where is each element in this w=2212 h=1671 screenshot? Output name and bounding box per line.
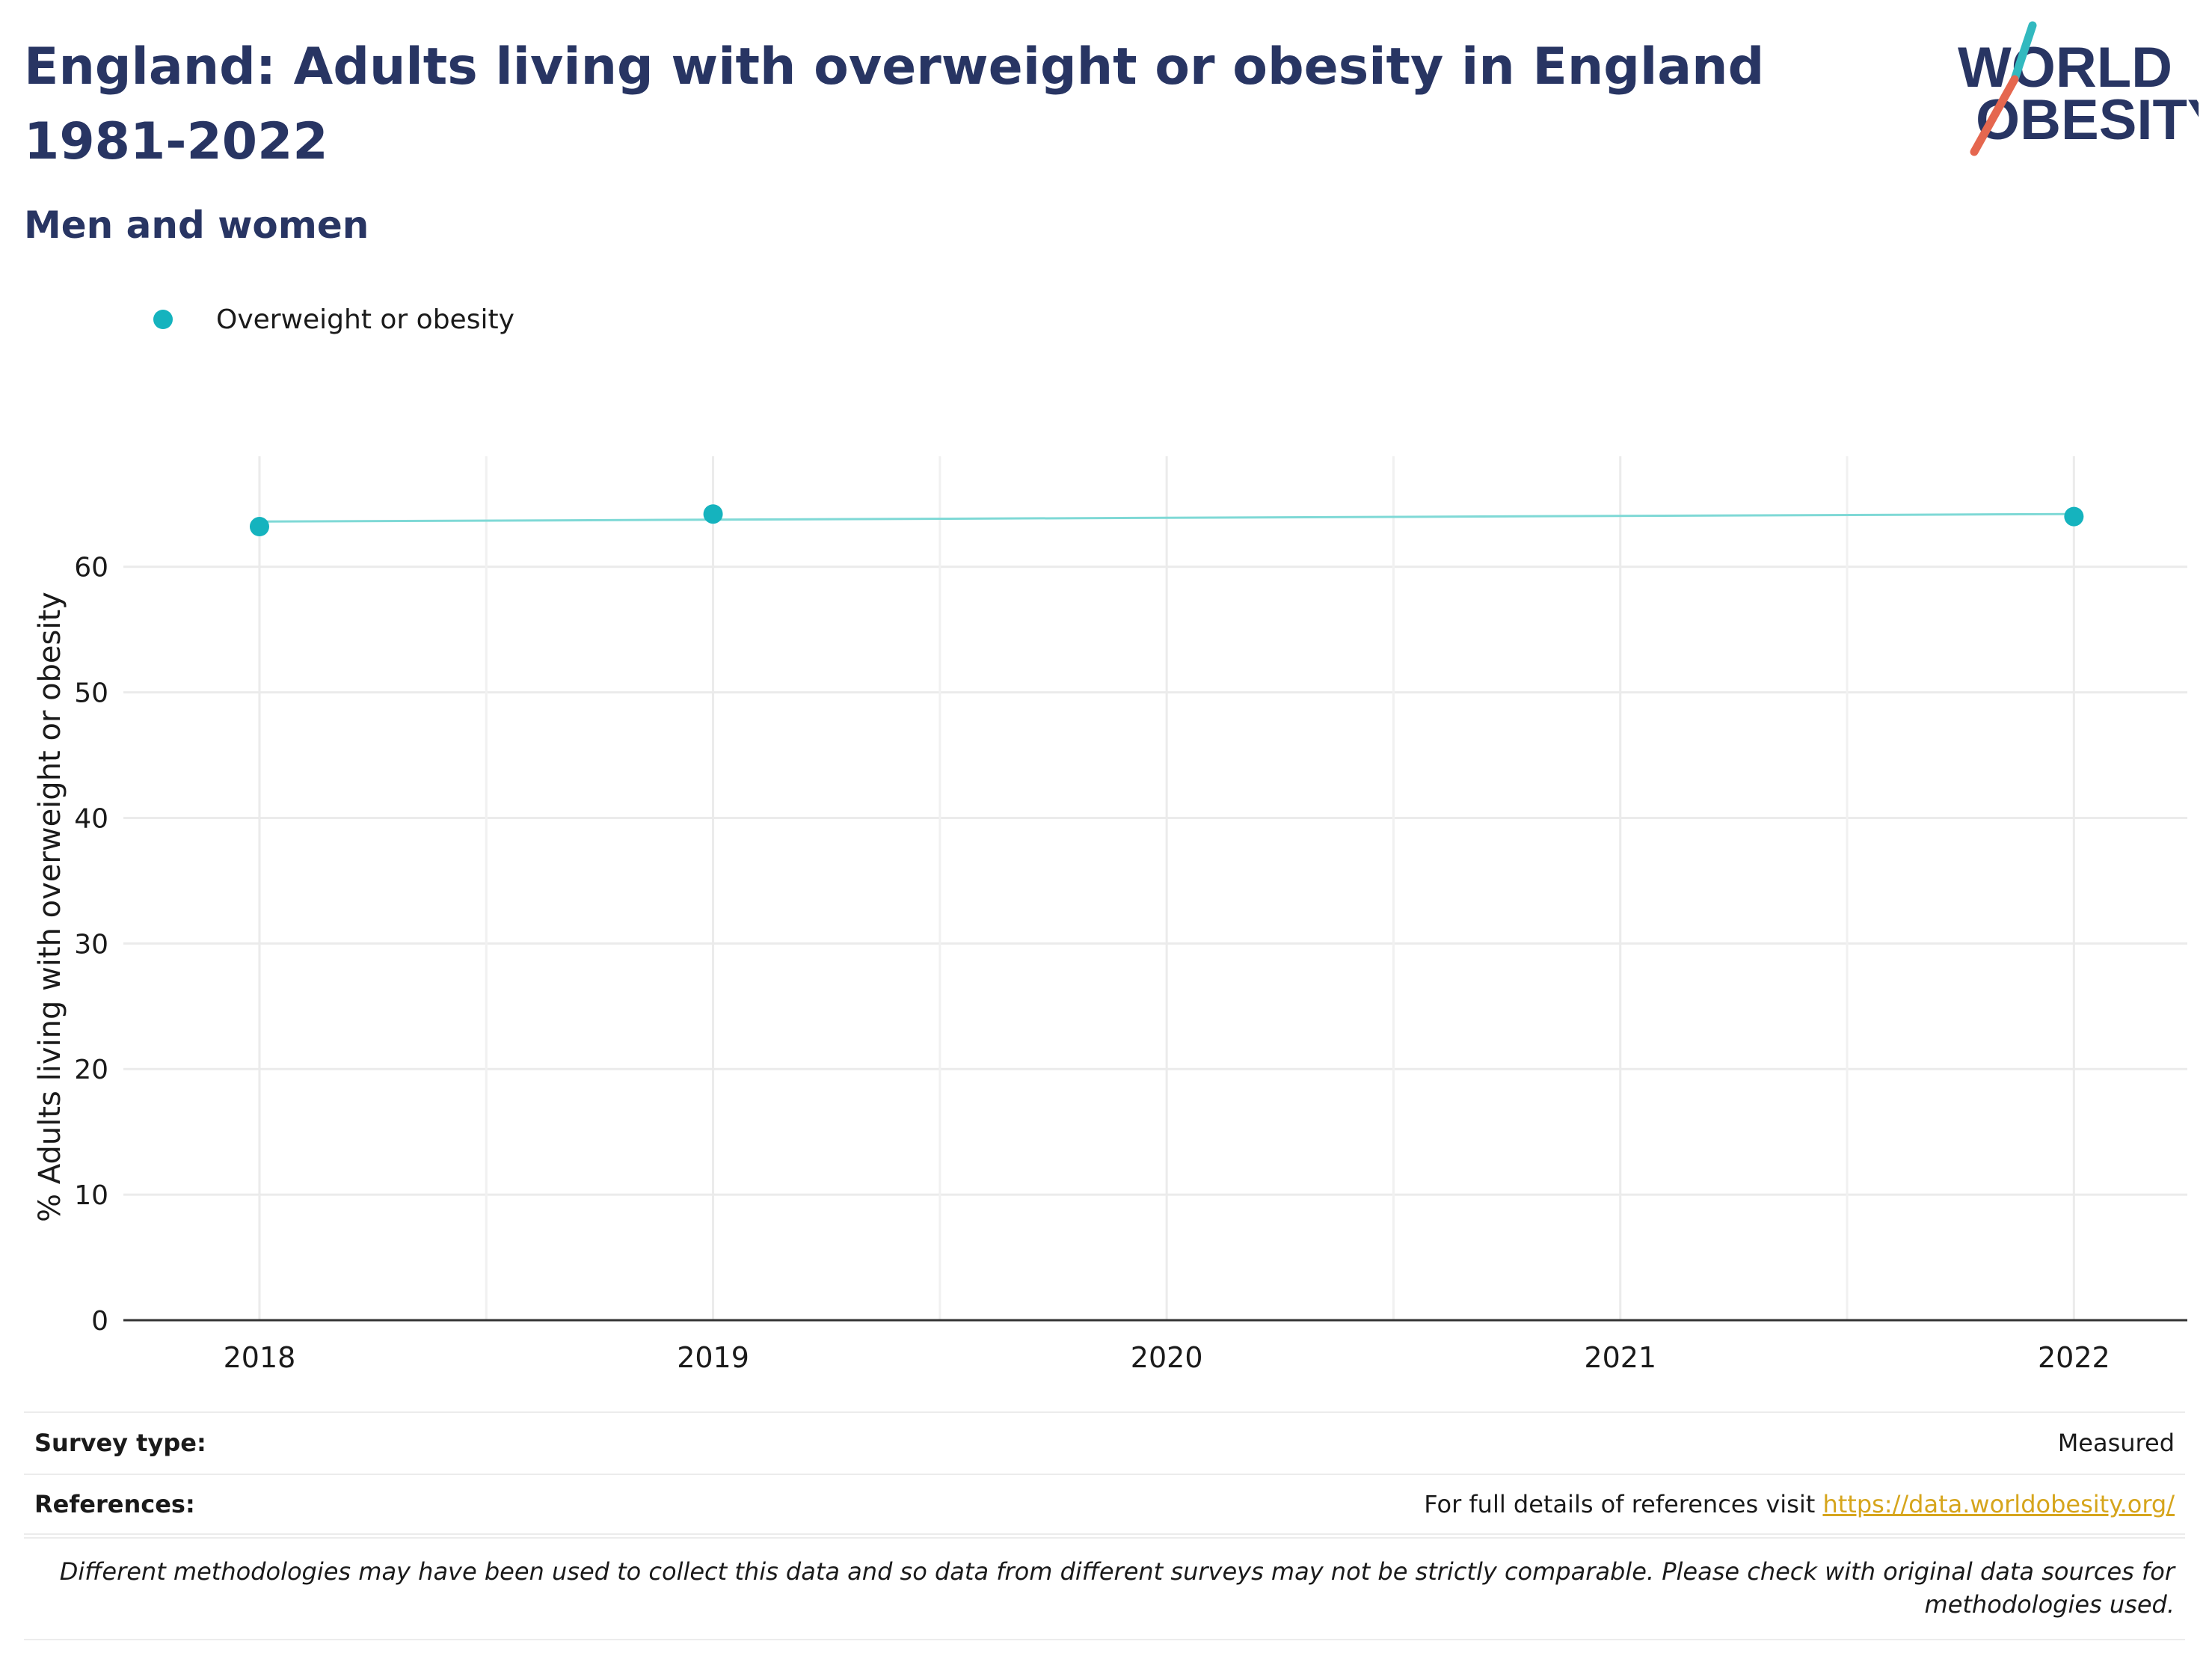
axis-layer: 0 10 20 30 40 50 60 2018 2019 2020 2021 2022 % Adult… <box>33 553 2187 1374</box>
references-row: References: For full details of referenc… <box>24 1474 2185 1535</box>
references-label: References: <box>34 1490 195 1518</box>
x-tick-label: 2021 <box>1584 1341 1656 1374</box>
y-tick-label: 20 <box>74 1055 108 1085</box>
x-tick-label: 2019 <box>677 1341 749 1374</box>
logo-slash-bottom <box>1970 75 2019 156</box>
references-text: For full details of references visit <box>1424 1490 1823 1518</box>
legend-label: Overweight or obesity <box>216 304 514 335</box>
y-tick-label: 30 <box>74 929 108 960</box>
survey-type-label: Survey type: <box>34 1429 206 1457</box>
methodology-note: Different methodologies may have been us… <box>24 1537 2185 1640</box>
survey-type-value: Measured <box>2057 1429 2175 1457</box>
y-axis-title: % Adults living with overweight or obesi… <box>33 592 67 1222</box>
x-tick-label: 2018 <box>224 1341 296 1374</box>
logo-text-obesity: OBESITY <box>1976 88 2199 152</box>
grid-layer <box>123 456 2187 1320</box>
series-trend-line <box>259 512 2074 523</box>
y-tick-label: 60 <box>74 553 108 583</box>
line-chart: 0 10 20 30 40 50 60 2018 2019 2020 2021 2022 % Adult… <box>33 456 2187 1374</box>
x-tick-label: 2022 <box>2038 1341 2110 1374</box>
y-tick-label: 50 <box>74 678 108 709</box>
world-obesity-logo: WORLD OBESITY <box>1958 21 2199 156</box>
legend-marker-icon <box>153 310 173 329</box>
y-tick-label: 10 <box>74 1180 108 1211</box>
references-link[interactable]: https://data.worldobesity.org/ <box>1822 1490 2175 1518</box>
data-point <box>703 504 723 524</box>
data-point <box>2064 506 2084 527</box>
y-tick-label: 40 <box>74 803 108 834</box>
chart-legend[interactable]: Overweight or obesity <box>153 301 514 338</box>
logo-slash-top <box>2010 21 2037 84</box>
chart-subtitle: Men and women <box>24 203 369 247</box>
y-tick-label: 0 <box>91 1306 108 1337</box>
x-tick-label: 2020 <box>1131 1341 1203 1374</box>
survey-type-row: Survey type: Measured <box>24 1411 2185 1473</box>
data-point <box>249 517 269 537</box>
series-layer <box>249 504 2084 537</box>
chart-title: England: Adults living with overweight o… <box>24 37 1765 171</box>
references-text-wrap: For full details of references visit htt… <box>1424 1490 2175 1518</box>
logo-text-world: WORLD <box>1958 36 2172 99</box>
